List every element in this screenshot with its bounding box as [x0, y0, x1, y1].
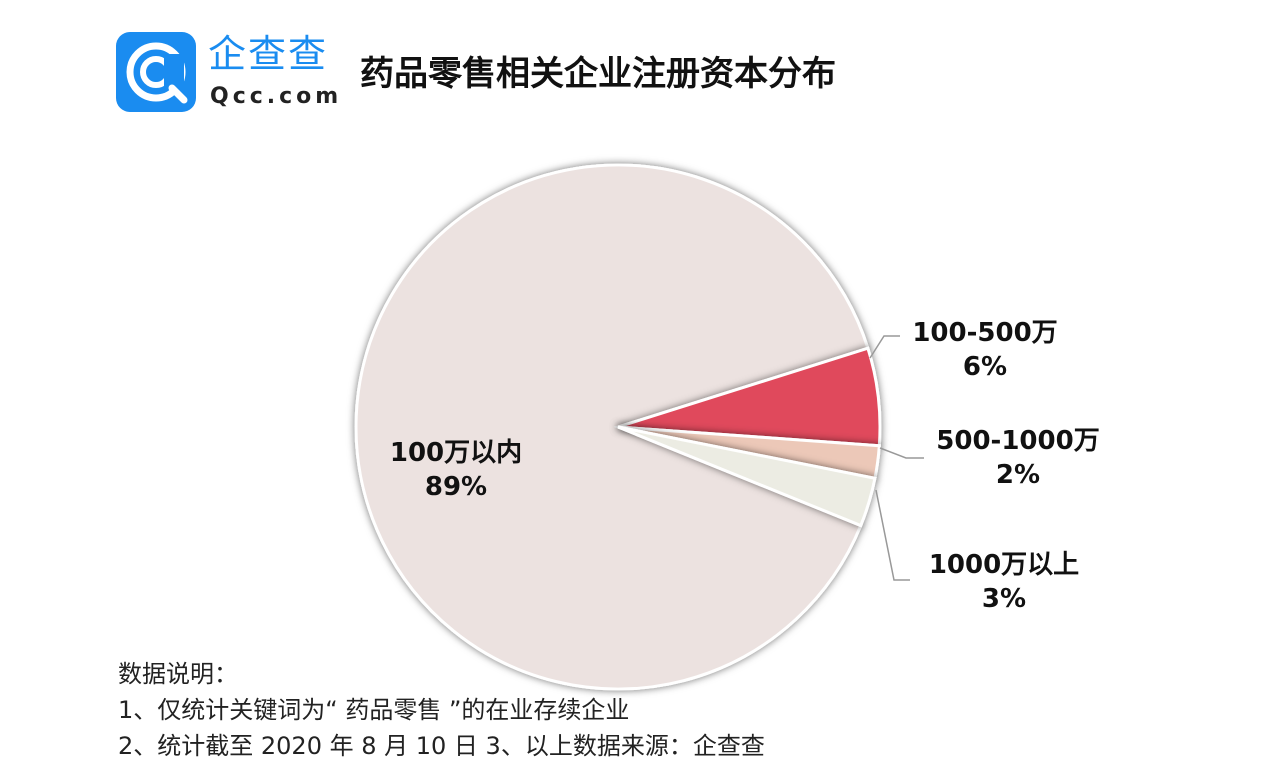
slice-over-1000w [617, 425, 877, 528]
label-500-1000w: 500-1000万 2% [928, 424, 1108, 492]
data-notes: 数据说明： 1、仅统计关键词为“ 药品零售 ”的在业存续企业 2、统计截至 20… [118, 656, 765, 764]
label-100-500w-category: 100-500万 [912, 318, 1058, 348]
brand-name-cn: 企查查 [208, 32, 329, 76]
qcc-logo-icon [116, 32, 196, 112]
label-100-500w: 100-500万 6% [900, 316, 1070, 384]
brand-name-en: Qcc.com [210, 84, 343, 109]
notes-line-1: 1、仅统计关键词为“ 药品零售 ”的在业存续企业 [118, 696, 630, 724]
label-over-1000w-percent: 3% [981, 584, 1027, 614]
label-over-1000w: 1000万以上 3% [914, 548, 1094, 616]
label-100-500w-percent: 6% [962, 352, 1008, 382]
label-over-1000w-category: 1000万以上 [928, 550, 1080, 580]
label-500-1000w-percent: 2% [995, 460, 1041, 490]
notes-line-2: 2、统计截至 2020 年 8 月 10 日 3、以上数据来源：企查查 [118, 732, 765, 760]
label-under-100w-category: 100万以内 [389, 438, 523, 468]
leader-100-500w [869, 335, 900, 359]
notes-heading: 数据说明： [118, 660, 238, 688]
slice-under-100w [354, 163, 870, 691]
label-under-100w-percent: 89% [424, 472, 488, 502]
chart-title: 药品零售相关企业注册资本分布 [360, 54, 836, 94]
leader-over-1000w [875, 489, 910, 581]
brand-logo: 企查查 Qcc.com [116, 32, 352, 114]
leader-500-1000w [879, 447, 924, 459]
label-500-1000w-category: 500-1000万 [936, 426, 1100, 456]
label-under-100w: 100万以内 89% [376, 436, 536, 504]
